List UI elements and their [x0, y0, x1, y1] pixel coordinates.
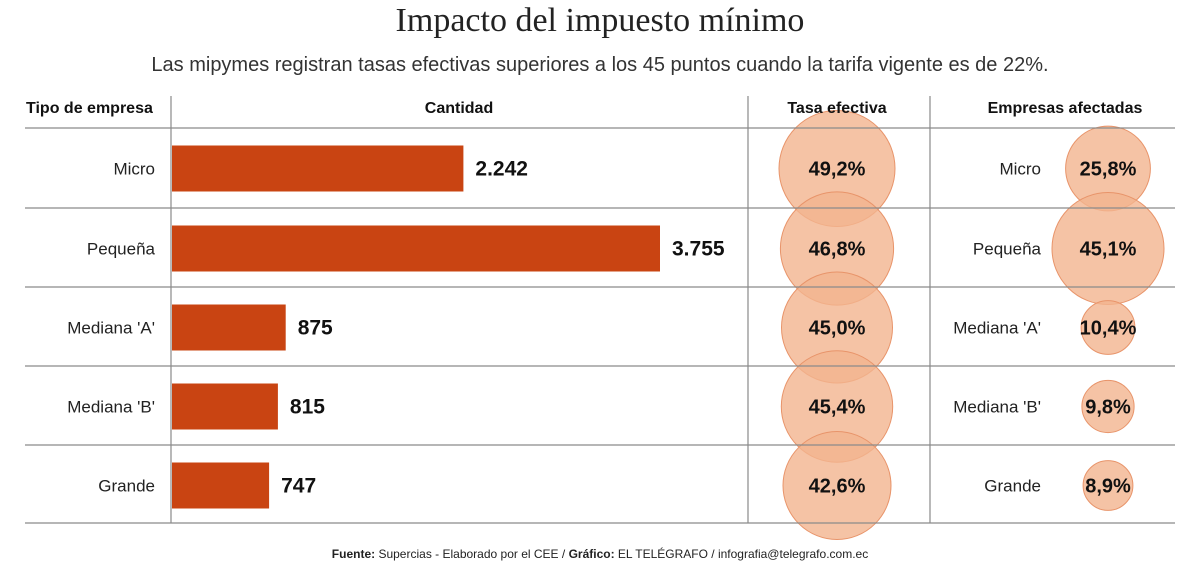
amount-label: 747 — [281, 475, 316, 498]
affected-label: 45,1% — [1080, 239, 1137, 261]
amount-label: 815 — [290, 396, 325, 419]
amount-bar — [172, 304, 286, 351]
category-label: Mediana 'A' — [67, 319, 155, 338]
header-amount: Cantidad — [425, 100, 493, 117]
rate-label: 42,6% — [809, 476, 866, 498]
affected-bubble — [1082, 460, 1134, 511]
graphic-text: EL TELÉGRAFO / infografia@telegrafo.com.… — [614, 547, 869, 561]
affected-label: 10,4% — [1080, 318, 1137, 340]
header-rate: Tasa efectiva — [787, 100, 886, 117]
amount-bar — [172, 383, 278, 430]
graphic-label: Gráfico: — [568, 547, 615, 561]
affected-category-label: Mediana 'B' — [953, 398, 1041, 417]
category-label: Pequeña — [87, 240, 156, 259]
category-label: Mediana 'B' — [67, 398, 155, 417]
affected-category-label: Mediana 'A' — [953, 319, 1041, 338]
amount-label: 875 — [298, 317, 333, 340]
amount-bar — [172, 462, 270, 509]
affected-label: 9,8% — [1085, 397, 1131, 419]
source-label: Fuente: — [331, 547, 376, 561]
chart-subtitle: Las mipymes registran tasas efectivas su… — [151, 54, 1049, 76]
amount-bar — [172, 225, 660, 272]
rate-label: 46,8% — [809, 239, 866, 261]
affected-bubble — [1080, 300, 1136, 355]
affected-label: 8,9% — [1085, 476, 1131, 498]
affected-category-label: Micro — [999, 160, 1041, 179]
affected-category-label: Grande — [984, 477, 1041, 496]
amount-label: 2.242 — [475, 158, 528, 181]
header-affected: Empresas afectadas — [988, 100, 1143, 117]
affected-bubble — [1081, 379, 1135, 434]
amount-bar — [172, 145, 464, 192]
amount-label: 3.755 — [672, 238, 725, 261]
affected-label: 25,8% — [1080, 159, 1137, 181]
header-type: Tipo de empresa — [26, 100, 153, 117]
affected-category-label: Pequeña — [973, 240, 1042, 259]
source-text: Supercias - Elaborado por el CEE / — [375, 547, 569, 561]
rate-label: 45,4% — [809, 397, 866, 419]
chart-title: Impacto del impuesto mínimo — [395, 2, 805, 39]
rate-label: 49,2% — [809, 159, 866, 181]
rate-bubble — [782, 431, 892, 540]
rate-label: 45,0% — [809, 318, 866, 340]
source-credit: Fuente: Supercias - Elaborado por el CEE… — [0, 547, 1200, 561]
category-label: Micro — [113, 160, 155, 179]
category-label: Grande — [98, 477, 155, 496]
